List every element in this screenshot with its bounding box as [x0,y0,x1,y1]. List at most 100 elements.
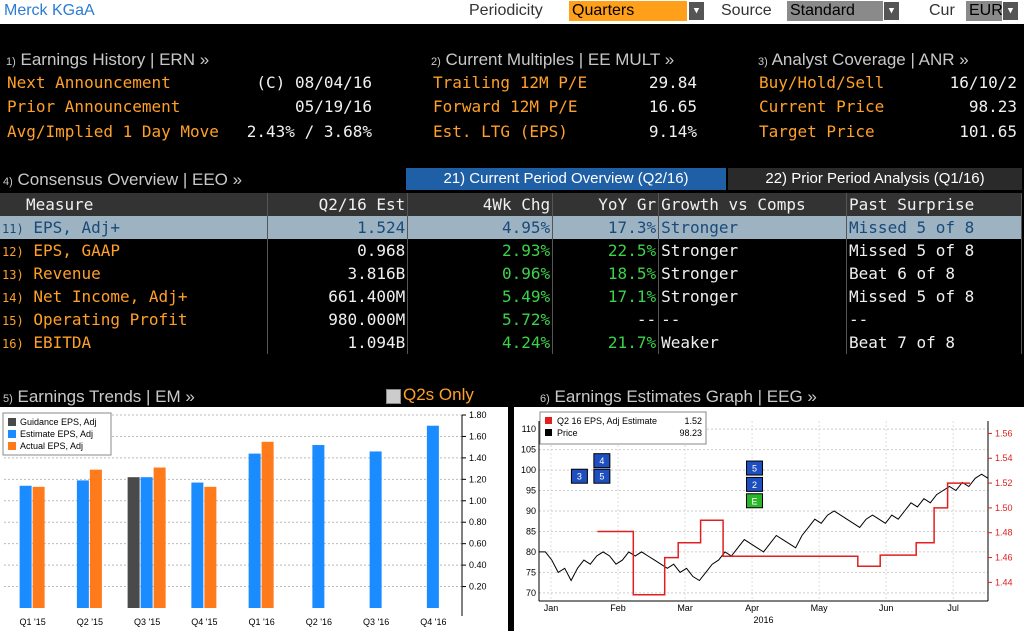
currency-label: Cur [929,2,955,19]
earnings-estimates-chart: 3 4 5 5 2 E 110 105 100 95 90 85 80 75 70 1.56 1.54 1.52… [514,407,1024,631]
estimate-bar [248,453,261,608]
row-est: 980.000M [267,308,409,331]
row-surprise: Missed 5 of 8 [846,285,1022,308]
event-marker [746,460,764,476]
row-measure: EPS, GAAP [33,241,121,260]
em-x-tick-label: Q1 '16 [249,617,275,627]
event-marker-label: 5 [752,464,757,474]
table-row[interactable]: 13) Revenue 3.816B 0.96% 18.5% Stronger … [0,262,1022,285]
tab-current-period[interactable]: 21) Current Period Overview (Q2/16) [406,168,726,190]
event-marker [570,468,588,484]
table-row[interactable]: 14) Net Income, Adj+ 661.400M 5.49% 17.1… [0,285,1022,308]
row-measure: EBITDA [33,333,92,352]
estimate-bar [312,445,325,608]
eeo-section-link[interactable]: 4) Consensus Overview | EEO » [3,170,242,190]
em-x-tick-label: Q3 '16 [363,617,389,627]
periodicity-chevron-down-icon[interactable]: ▼ [689,2,704,20]
legend-label-price-line: Price [557,428,578,438]
row-yoy: 22.5% [552,239,660,262]
row-comps: Stronger [658,285,848,308]
col-header-surprise[interactable]: Past Surprise [846,193,1022,216]
row-chg: 0.96% [407,262,554,285]
row-surprise: Beat 6 of 8 [846,262,1022,285]
table-row[interactable]: 11) EPS, Adj+ 1.524 4.95% 17.3% Stronger… [0,216,1022,239]
periodicity-dropdown[interactable]: Quarters [569,1,687,21]
eeg-left-tick-label: 95 [526,486,536,496]
eeo-title: Consensus Overview | EEO » [17,170,243,189]
table-header-row: Measure Q2/16 Est 4Wk Chg YoY Gr Growth … [0,193,1022,216]
source-dropdown[interactable]: Standard [787,1,883,21]
currency-dropdown[interactable]: EUR [966,1,1003,21]
row-number: 11) [2,222,24,236]
eemult-number: 2) [431,56,441,68]
col-header-yoy[interactable]: YoY Gr [552,193,660,216]
event-marker-label: E [752,496,758,506]
eemult-label-trailing: Trailing 12M P/E [433,73,588,92]
currency-chevron-down-icon[interactable]: ▼ [1003,2,1018,20]
event-marker-label: 3 [577,472,582,482]
legend-value-estimate-line: 1.52 [684,416,702,426]
anr-title: Analyst Coverage | ANR » [771,50,969,69]
eeg-number: 6) [540,393,550,405]
legend-swatch-estimate [8,430,16,438]
eeg-left-tick-label: 90 [526,506,536,516]
table-row[interactable]: 16) EBITDA 1.094B 4.24% 21.7% Weaker Bea… [0,331,1022,354]
actual-bar [153,467,166,608]
eemult-section-link[interactable]: 2) Current Multiples | EE MULT » [431,50,674,70]
col-header-est[interactable]: Q2/16 Est [267,193,409,216]
legend-label-actual: Actual EPS, Adj [20,441,83,451]
eemult-label-ltg: Est. LTG (EPS) [433,122,568,141]
em-bars [19,425,439,608]
em-axis: 1.80 1.60 1.40 1.20 1.00 0.80 0.60 0.40 0.20 Q1 '… [20,410,487,627]
row-comps: -- [658,308,848,331]
row-surprise: Beat 7 of 8 [846,331,1022,354]
q2s-only-checkbox[interactable] [386,389,401,404]
actual-bar [32,486,45,608]
row-surprise: -- [846,308,1022,331]
ern-section-link[interactable]: 1) Earnings History | ERN » [6,50,209,70]
periodicity-value: Quarters [572,2,635,19]
eeg-right-tick-label: 1.52 [995,478,1013,488]
ern-label-prior: Prior Announcement [7,97,181,116]
row-est: 1.094B [267,331,409,354]
periodicity-label: Periodicity [469,2,543,19]
row-chg: 4.24% [407,331,554,354]
eeg-section-link[interactable]: 6) Earnings Estimates Graph | EEG » [540,387,817,407]
eemult-value-trailing: 29.84 [648,73,697,92]
table-row[interactable]: 15) Operating Profit 980.000M 5.72% -- -… [0,308,1022,331]
anr-value-price: 98.23 [968,97,1017,116]
legend-label-estimate-line: Q2 16 EPS, Adj Estimate [557,416,657,426]
row-measure: Operating Profit [33,310,188,329]
row-est: 661.400M [267,285,409,308]
row-yoy: 17.1% [552,285,660,308]
event-marker [746,493,764,509]
anr-section-link[interactable]: 3) Analyst Coverage | ANR » [758,50,969,70]
row-comps: Weaker [658,331,848,354]
earnings-trends-chart: 1.80 1.60 1.40 1.20 1.00 0.80 0.60 0.40 0.20 Q1 '… [0,407,508,631]
col-header-measure[interactable]: Measure [0,193,269,216]
tab-prior-period[interactable]: 22) Prior Period Analysis (Q1/16) [728,168,1022,190]
ern-number: 1) [6,56,16,68]
eeo-number: 4) [3,176,13,188]
col-header-comps[interactable]: Growth vs Comps [658,193,848,216]
eeg-right-tick-label: 1.44 [995,577,1013,587]
row-number: 13) [2,268,24,282]
eeg-year-label: 2016 [753,615,773,625]
source-chevron-down-icon[interactable]: ▼ [884,2,899,20]
em-section-link[interactable]: 5) Earnings Trends | EM » [3,387,195,407]
anr-label-bhs: Buy/Hold/Sell [759,73,885,92]
row-measure: Revenue [33,264,101,283]
row-comps: Stronger [658,216,848,239]
eemult-value-ltg: 9.14% [648,122,697,141]
eeg-left-tick-label: 70 [526,588,536,598]
eeg-left-tick-label: 110 [522,424,536,434]
eeg-markers: 3 4 5 5 2 E [570,453,764,509]
source-label: Source [721,2,772,19]
em-y-tick-label: 1.00 [469,496,487,506]
table-row[interactable]: 12) EPS, GAAP 0.968 2.93% 22.5% Stronger… [0,239,1022,262]
ern-label-next: Next Announcement [7,73,171,92]
eeg-axis: 110 105 100 95 90 85 80 75 70 1.56 1.54 1.52 1.50 1.4… [521,421,1013,625]
row-measure: Net Income, Adj+ [33,287,188,306]
col-header-chg[interactable]: 4Wk Chg [407,193,554,216]
row-yoy: -- [552,308,660,331]
